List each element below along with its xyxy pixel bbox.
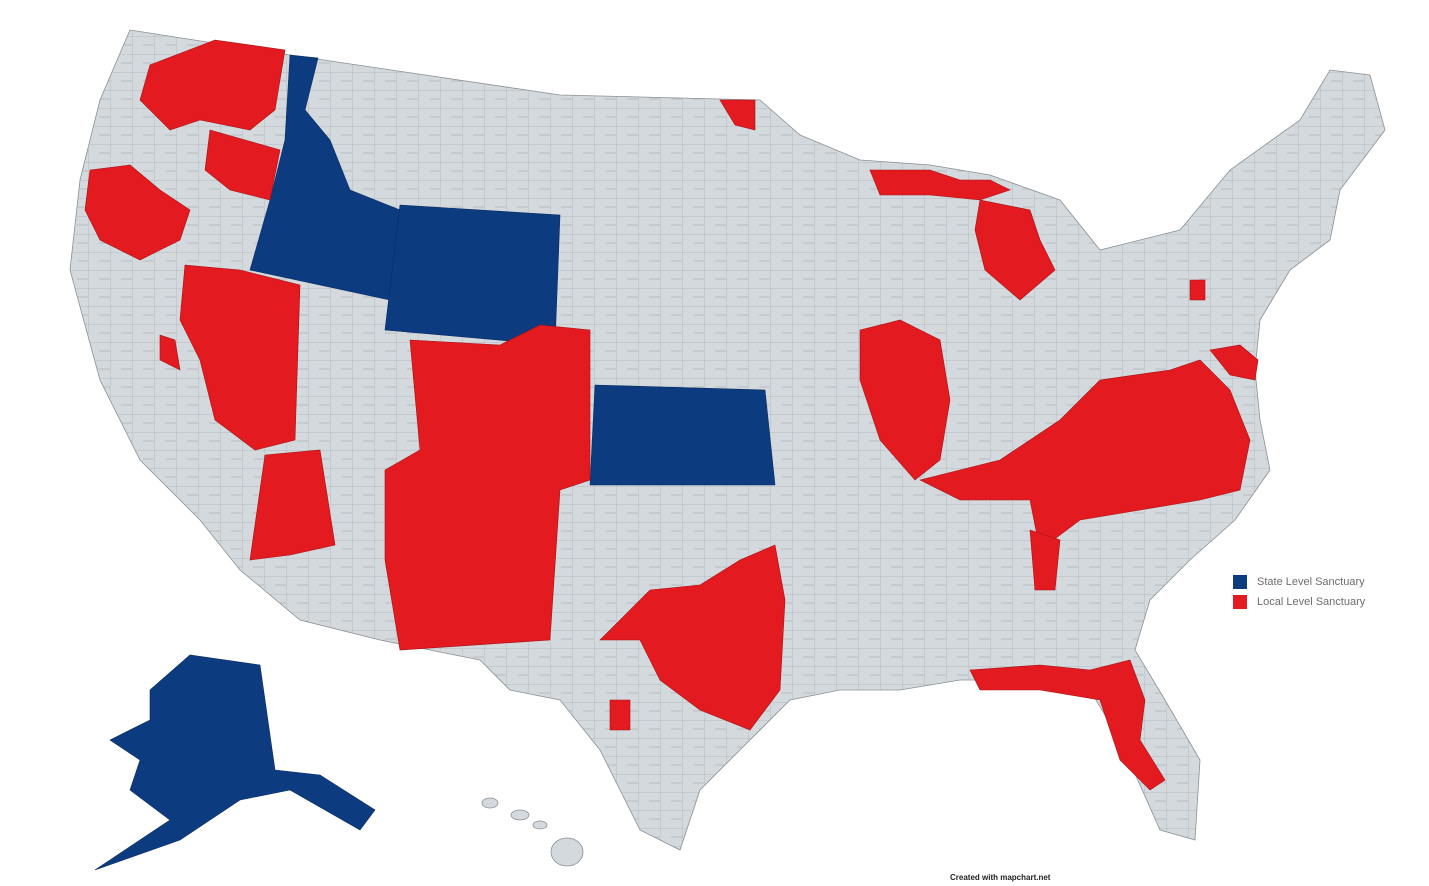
legend: State Level Sanctuary Local Level Sanctua…	[1233, 575, 1366, 609]
legend-swatch	[1233, 595, 1247, 609]
state-level-region	[589, 384, 776, 486]
local-level-region	[159, 334, 181, 371]
hawaii	[481, 797, 584, 867]
local-level-region	[859, 319, 951, 481]
local-level-region	[84, 164, 191, 261]
legend-swatch	[1233, 575, 1247, 589]
local-level-region	[1189, 279, 1206, 301]
local-level-region	[609, 699, 631, 731]
local-level-region	[384, 324, 591, 651]
local-level-region	[599, 544, 786, 731]
legend-label: Local Level Sanctuary	[1257, 596, 1366, 608]
island	[532, 820, 548, 830]
legend-label: State Level Sanctuary	[1257, 576, 1365, 588]
local-level-region	[869, 169, 1011, 201]
local-level-region	[974, 199, 1056, 301]
local-level-region	[969, 659, 1166, 791]
state-level-region	[384, 204, 561, 346]
local-level-region	[139, 39, 286, 131]
credit: Created with mapchart.net	[950, 873, 1051, 882]
local-level-region	[204, 129, 281, 201]
island	[550, 837, 584, 867]
local-level-region	[719, 99, 756, 131]
local-level-region	[1209, 344, 1259, 381]
island	[481, 797, 499, 809]
local-level-region	[1029, 529, 1061, 591]
sanctuary-regions	[84, 39, 1259, 871]
state-level-region	[94, 654, 376, 871]
local-level-region	[249, 449, 336, 561]
local-level-region	[179, 264, 301, 451]
local-level-region	[919, 359, 1251, 551]
island	[510, 809, 530, 821]
